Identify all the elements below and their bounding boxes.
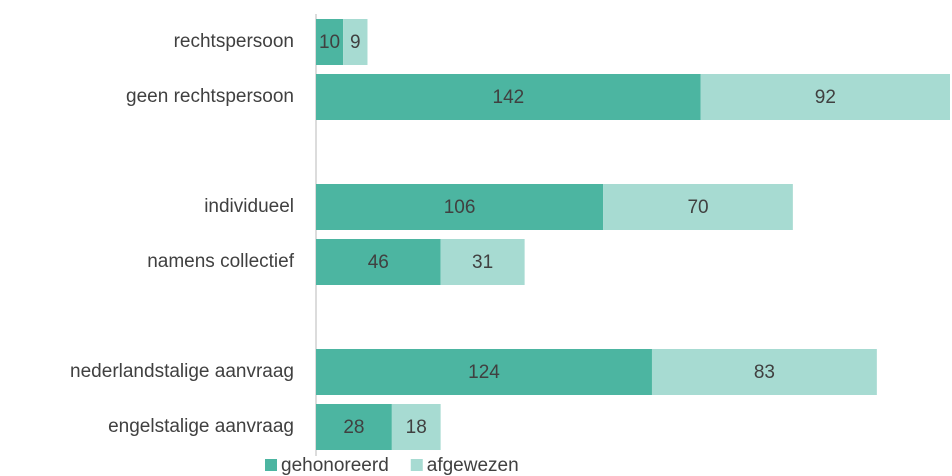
legend-label: afgewezen bbox=[427, 455, 519, 476]
y-tick-label: individueel bbox=[204, 196, 294, 217]
bar-segment bbox=[316, 184, 604, 230]
y-tick-label: rechtspersoon bbox=[174, 31, 294, 52]
bar-segment bbox=[440, 239, 525, 285]
data-label: 46 bbox=[368, 252, 389, 273]
data-label: 9 bbox=[350, 32, 361, 53]
y-tick-label: engelstalige aanvraag bbox=[108, 416, 294, 437]
data-label: 92 bbox=[815, 87, 836, 108]
data-label: 31 bbox=[472, 252, 493, 273]
bar-segment bbox=[603, 184, 793, 230]
data-label: 142 bbox=[493, 87, 525, 108]
bar-segment bbox=[316, 239, 441, 285]
bar-segment bbox=[651, 349, 877, 395]
data-label: 18 bbox=[406, 417, 427, 438]
y-tick-label: geen rechtspersoon bbox=[126, 86, 294, 107]
bar-segment bbox=[316, 19, 344, 65]
legend-swatch bbox=[265, 459, 277, 471]
bar-segment bbox=[343, 19, 368, 65]
bar-segment bbox=[316, 74, 701, 120]
y-tick-label: namens collectief bbox=[147, 251, 295, 272]
y-tick-label: nederlandstalige aanvraag bbox=[70, 361, 294, 382]
bar-segment bbox=[316, 349, 652, 395]
data-label: 124 bbox=[468, 362, 500, 383]
data-label: 106 bbox=[444, 197, 476, 218]
legend-swatch bbox=[410, 459, 423, 471]
data-label: 70 bbox=[687, 197, 708, 218]
data-label: 83 bbox=[754, 362, 775, 383]
bar-segment bbox=[391, 404, 441, 450]
data-label: 10 bbox=[319, 32, 340, 53]
bar-segment bbox=[700, 74, 950, 120]
legend-label: gehonoreerd bbox=[281, 455, 389, 476]
bar-segment bbox=[316, 404, 392, 450]
data-label: 28 bbox=[343, 417, 364, 438]
